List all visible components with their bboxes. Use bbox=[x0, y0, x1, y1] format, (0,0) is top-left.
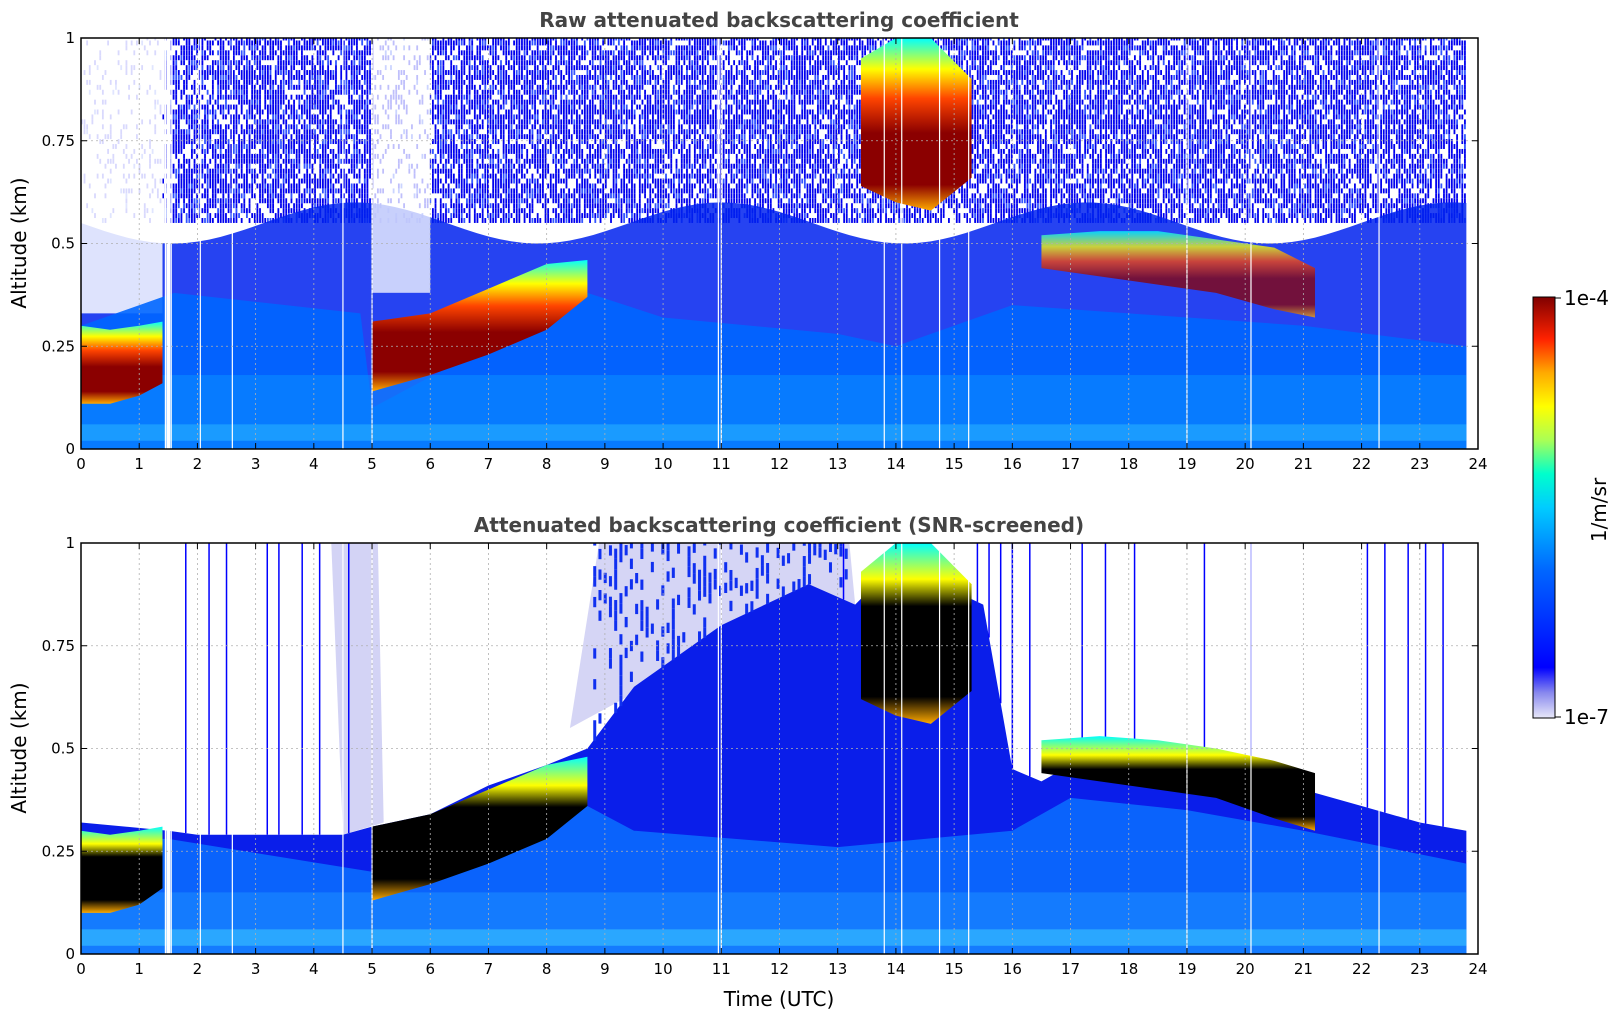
cloud-layer bbox=[81, 826, 163, 913]
colorbar-max-label: 1e-4 bbox=[1564, 286, 1609, 310]
noise-texture bbox=[185, 543, 1444, 835]
y-tick-label: 0 bbox=[65, 440, 75, 458]
x-tick-label: 1 bbox=[134, 455, 144, 473]
x-tick-label: 22 bbox=[1352, 960, 1371, 978]
x-tick-label: 9 bbox=[600, 960, 610, 978]
cloud-layer bbox=[372, 756, 588, 901]
x-axis-label: Time (UTC) bbox=[723, 987, 835, 1011]
x-tick-label: 19 bbox=[1177, 960, 1196, 978]
cloud-layer bbox=[1041, 231, 1316, 318]
noise-texture bbox=[81, 38, 1466, 223]
x-tick-label: 10 bbox=[654, 455, 673, 473]
x-axis-ticks: 0 1 2 3 4 5 6 7 8 9 10 11 12 13 14 15 16 17 18 19 20 21 22 23 24 bbox=[76, 38, 1488, 473]
x-tick-label: 6 bbox=[425, 960, 435, 978]
y-tick-label: 1 bbox=[65, 29, 75, 47]
x-tick-label: 9 bbox=[600, 455, 610, 473]
x-tick-label: 6 bbox=[425, 455, 435, 473]
x-tick-label: 22 bbox=[1352, 455, 1371, 473]
x-tick-label: 4 bbox=[309, 960, 319, 978]
x-tick-label: 2 bbox=[193, 455, 203, 473]
y-tick-label: 0.5 bbox=[51, 740, 75, 758]
heatmap-area bbox=[81, 543, 1467, 954]
y-tick-label: 1 bbox=[65, 534, 75, 552]
x-tick-label: 15 bbox=[945, 960, 964, 978]
x-tick-label: 13 bbox=[828, 455, 847, 473]
x-tick-label: 17 bbox=[1061, 455, 1080, 473]
x-tick-label: 14 bbox=[886, 960, 905, 978]
x-tick-label: 0 bbox=[76, 960, 86, 978]
x-tick-label: 10 bbox=[654, 960, 673, 978]
y-tick-label: 0.5 bbox=[51, 235, 75, 253]
colorbar-gradient bbox=[1532, 296, 1556, 719]
x-tick-label: 2 bbox=[193, 960, 203, 978]
x-tick-label: 5 bbox=[367, 960, 377, 978]
y-axis-ticks: 0 0.25 0.5 0.75 1 bbox=[42, 534, 1478, 963]
y-tick-label: 0.25 bbox=[42, 842, 75, 860]
x-tick-label: 12 bbox=[770, 960, 789, 978]
colorbar-min-label: 1e-7 bbox=[1564, 705, 1609, 729]
x-tick-label: 21 bbox=[1294, 960, 1313, 978]
cloud-layer bbox=[860, 543, 972, 724]
panel-snr-screened: Attenuated backscattering coefficient (S… bbox=[7, 513, 1488, 1011]
x-tick-label: 12 bbox=[770, 455, 789, 473]
cloud-layer bbox=[372, 259, 588, 392]
heatmap-area bbox=[81, 38, 1467, 449]
x-tick-label: 21 bbox=[1294, 455, 1313, 473]
x-tick-label: 5 bbox=[367, 455, 377, 473]
grid-lines bbox=[81, 543, 1478, 954]
x-tick-label: 0 bbox=[76, 455, 86, 473]
x-tick-label: 14 bbox=[886, 455, 905, 473]
x-tick-label: 23 bbox=[1410, 455, 1429, 473]
x-tick-label: 11 bbox=[712, 960, 731, 978]
x-tick-label: 16 bbox=[1003, 960, 1022, 978]
x-axis-ticks: 0 1 2 3 4 5 6 7 8 9 10 11 12 13 14 15 16 17 18 19 20 21 22 23 24 bbox=[76, 543, 1488, 978]
x-tick-label: 17 bbox=[1061, 960, 1080, 978]
x-tick-label: 24 bbox=[1468, 455, 1487, 473]
x-tick-label: 1 bbox=[134, 960, 144, 978]
y-tick-label: 0.75 bbox=[42, 132, 75, 150]
cloud-layer bbox=[860, 38, 972, 211]
y-tick-label: 0.75 bbox=[42, 637, 75, 655]
cloud-layer bbox=[81, 321, 163, 404]
y-tick-label: 0 bbox=[65, 945, 75, 963]
x-tick-label: 8 bbox=[542, 960, 552, 978]
x-tick-label: 16 bbox=[1003, 455, 1022, 473]
panel-raw: Raw attenuated backscattering coefficien… bbox=[7, 8, 1488, 473]
x-tick-label: 20 bbox=[1236, 455, 1255, 473]
x-tick-label: 11 bbox=[712, 455, 731, 473]
colorbar: 1e-4 1e-7 1/m/sr bbox=[1532, 286, 1611, 729]
x-tick-label: 23 bbox=[1410, 960, 1429, 978]
cloud-layer bbox=[1041, 736, 1316, 831]
x-tick-label: 19 bbox=[1177, 455, 1196, 473]
x-tick-label: 7 bbox=[484, 455, 494, 473]
x-tick-label: 15 bbox=[945, 455, 964, 473]
y-axis-label: Altitude (km) bbox=[7, 682, 31, 813]
chart-title: Raw attenuated backscattering coefficien… bbox=[539, 8, 1019, 32]
x-tick-label: 8 bbox=[542, 455, 552, 473]
x-tick-label: 20 bbox=[1236, 960, 1255, 978]
x-tick-label: 3 bbox=[251, 960, 261, 978]
x-tick-label: 18 bbox=[1119, 455, 1138, 473]
grid-lines bbox=[81, 38, 1478, 449]
y-axis-ticks: 0 0.25 0.5 0.75 1 bbox=[42, 29, 1478, 458]
x-tick-label: 4 bbox=[309, 455, 319, 473]
colorbar-label: 1/m/sr bbox=[1587, 477, 1611, 542]
x-tick-label: 24 bbox=[1468, 960, 1487, 978]
x-tick-label: 7 bbox=[484, 960, 494, 978]
y-axis-label: Altitude (km) bbox=[7, 177, 31, 308]
x-tick-label: 18 bbox=[1119, 960, 1138, 978]
x-tick-label: 13 bbox=[828, 960, 847, 978]
chart-title: Attenuated backscattering coefficient (S… bbox=[474, 513, 1084, 537]
y-tick-label: 0.25 bbox=[42, 337, 75, 355]
x-tick-label: 3 bbox=[251, 455, 261, 473]
